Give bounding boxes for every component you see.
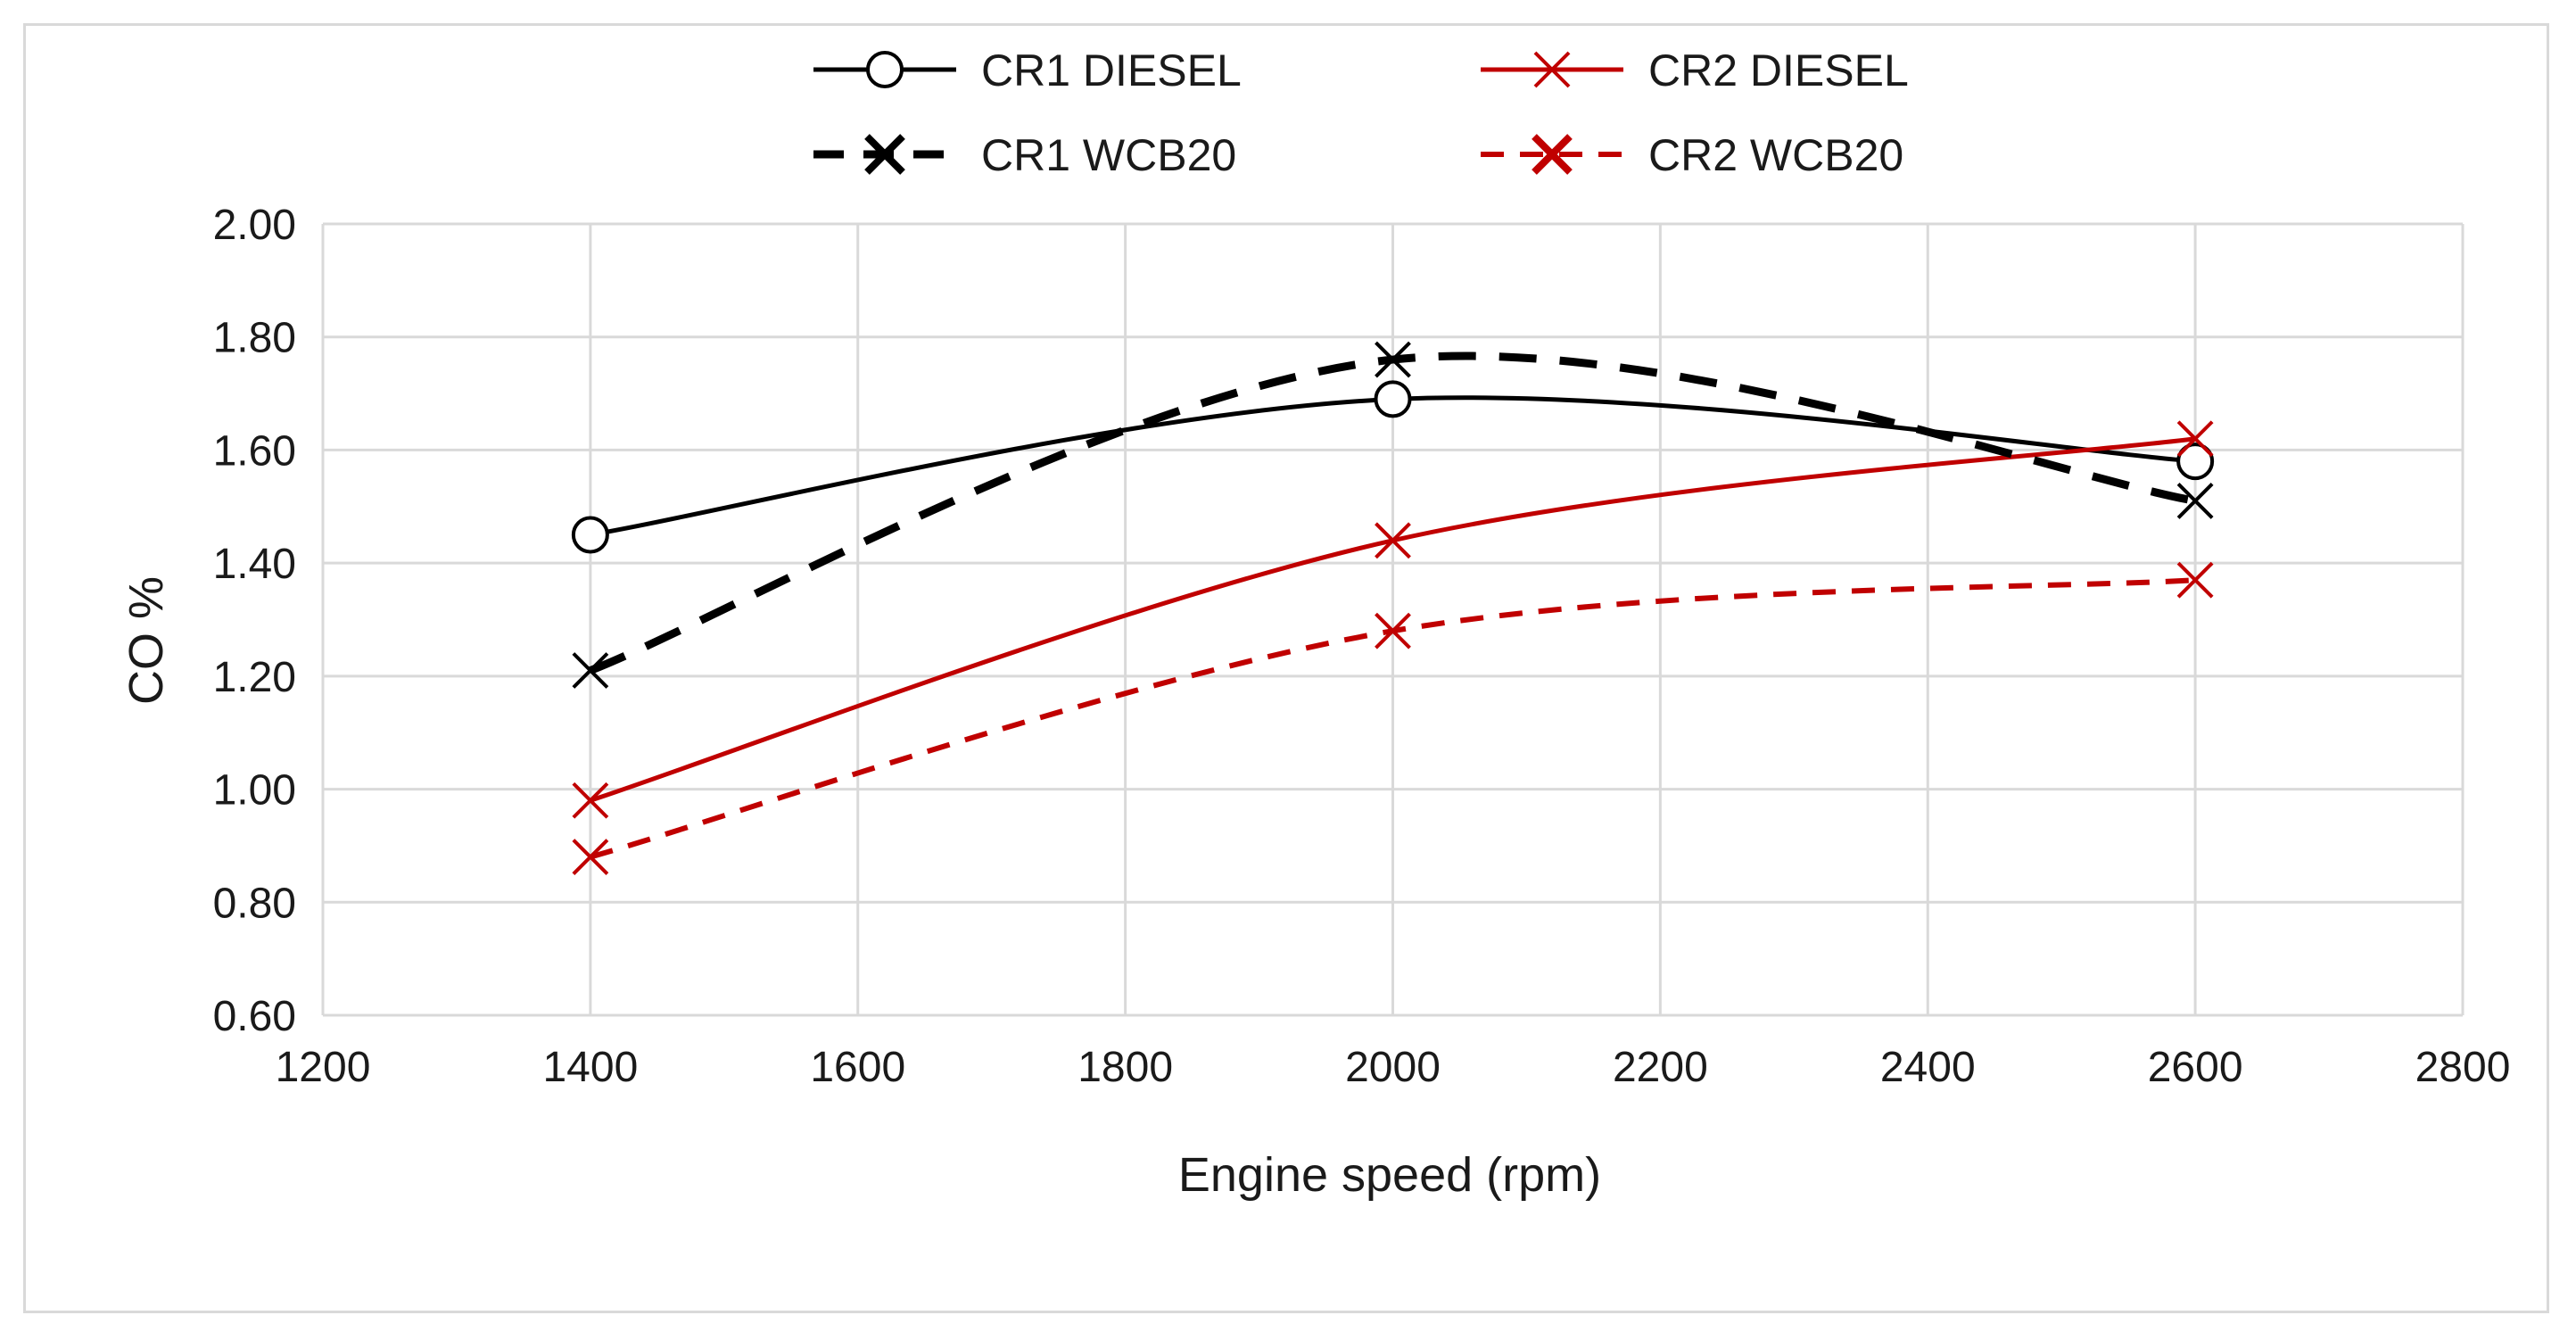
y-tick-label: 1.20 [213, 654, 296, 701]
series-cr1-diesel [571, 380, 2215, 554]
legend-label: CR2 DIESEL [1648, 45, 1909, 95]
data-point [1375, 612, 1411, 649]
data-point [572, 652, 609, 689]
data-point [1375, 522, 1411, 559]
data-point [572, 839, 609, 876]
y-tick-label: 0.60 [213, 993, 296, 1040]
legend-label: CR1 WCB20 [981, 130, 1236, 180]
series-cr2-diesel [572, 420, 2214, 819]
data-point [2176, 561, 2214, 599]
x-tick-label: 1200 [276, 1044, 371, 1091]
x-tick-label: 2000 [1345, 1044, 1441, 1091]
legend-item-cr2-diesel: CR2 DIESEL [1481, 45, 1909, 95]
y-tick-label: 1.60 [213, 427, 296, 475]
x-tick-label: 2200 [1613, 1044, 1708, 1091]
series [571, 341, 2215, 876]
x-tick-label: 1400 [542, 1044, 638, 1091]
x-tick-label: 2800 [2415, 1044, 2511, 1091]
x-axis-title: Engine speed (rpm) [1178, 1148, 1601, 1202]
data-point [1375, 341, 1411, 378]
legend-marker [1532, 134, 1573, 175]
legend-marker [866, 51, 904, 88]
legend-label: CR1 DIESEL [981, 45, 1242, 95]
data-point [2176, 483, 2214, 519]
legend-marker [1533, 51, 1571, 88]
data-point [1374, 380, 1412, 418]
data-point [572, 782, 609, 819]
legend-item-cr1-diesel: CR1 DIESEL [813, 45, 1242, 95]
data-point [2176, 420, 2214, 458]
y-tick-label: 1.00 [213, 767, 296, 815]
data-point [571, 516, 609, 554]
y-tick-label: 1.40 [213, 541, 296, 588]
legend-item-cr2-wcb20: CR2 WCB20 [1481, 130, 1903, 180]
series-cr1-wcb20 [572, 341, 2214, 689]
legend-item-cr1-wcb20: CR1 WCB20 [813, 130, 1236, 180]
x-tick-label: 2600 [2148, 1044, 2243, 1091]
legend-marker [864, 134, 905, 175]
y-tick-label: 1.80 [213, 315, 296, 362]
legend-label: CR2 WCB20 [1648, 130, 1903, 180]
y-axis-title: CO % [120, 576, 173, 705]
data-point [2176, 443, 2215, 481]
series-cr2-wcb20 [572, 561, 2214, 876]
legend: CR1 DIESEL CR2 DIESEL CR1 WCB20 CR2 WCB20 [813, 45, 1909, 180]
chart-frame [23, 23, 2549, 1313]
grid [321, 222, 2465, 1017]
ticks: 1200 1400 1600 1800 2000 2200 2400 2600 2800 0.60… [213, 202, 2511, 1091]
y-tick-label: 0.80 [213, 880, 296, 927]
x-tick-label: 2400 [1880, 1044, 1976, 1091]
x-tick-label: 1800 [1077, 1044, 1173, 1091]
x-tick-label: 1600 [810, 1044, 905, 1091]
y-tick-label: 2.00 [213, 202, 296, 249]
